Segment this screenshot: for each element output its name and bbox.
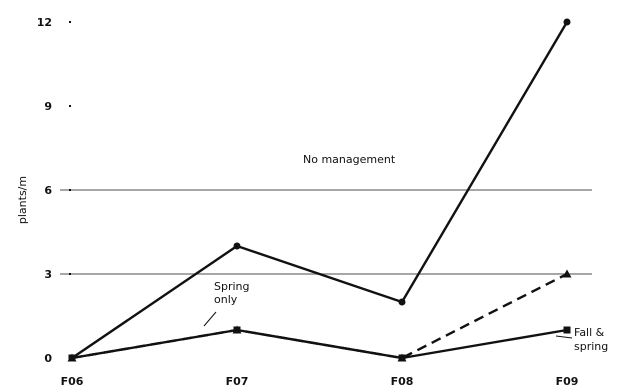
y-axis-label: plants/m bbox=[16, 176, 29, 224]
y-axis-ticks: 0 3 6 9 12 bbox=[37, 16, 71, 365]
y-tick-mark-12 bbox=[69, 21, 71, 23]
y-tick-label-3: 3 bbox=[44, 268, 52, 281]
y-tick-mark-9 bbox=[69, 105, 71, 107]
x-tick-label-F07: F07 bbox=[226, 375, 249, 388]
y-tick-label-6: 6 bbox=[44, 184, 52, 197]
y-tick-mark-6 bbox=[69, 189, 71, 191]
x-tick-label-F06: F06 bbox=[61, 375, 84, 388]
data-point-s2-F07 bbox=[233, 326, 241, 334]
data-point-s0-F08 bbox=[398, 298, 406, 306]
data-point-s2-F08 bbox=[398, 354, 406, 362]
spring-only-leader-line bbox=[203, 311, 217, 327]
data-point-s2-F06 bbox=[68, 354, 76, 362]
data-point-s0-F09 bbox=[563, 18, 571, 26]
data-point-s0-F07 bbox=[233, 242, 241, 250]
annotation-fall-spring-label: Fall & spring bbox=[574, 326, 608, 353]
annotation-fall-spring: Fall & spring bbox=[555, 326, 608, 353]
series-lines bbox=[71, 21, 569, 360]
fall-spring-leader-line bbox=[555, 335, 573, 339]
series-markers bbox=[67, 18, 572, 362]
data-point-s2-F09 bbox=[563, 326, 571, 334]
series-line-0 bbox=[71, 21, 569, 359]
y-tick-label-0: 0 bbox=[44, 352, 52, 365]
data-point-s1-F09 bbox=[562, 269, 572, 278]
x-tick-label-F08: F08 bbox=[391, 375, 414, 388]
x-axis-ticks: F06 F07 F08 F09 bbox=[61, 375, 579, 388]
annotation-no-management: No management bbox=[303, 153, 396, 166]
y-tick-label-12: 12 bbox=[37, 16, 52, 29]
y-tick-mark-3 bbox=[69, 273, 71, 275]
annotation-spring-only-label: Spring only bbox=[214, 280, 250, 306]
y-tick-label-9: 9 bbox=[44, 100, 52, 113]
annotation-spring-only: Spring only bbox=[203, 280, 250, 327]
gridlines bbox=[60, 189, 592, 275]
x-tick-label-F09: F09 bbox=[556, 375, 579, 388]
series-line-2 bbox=[71, 328, 568, 360]
